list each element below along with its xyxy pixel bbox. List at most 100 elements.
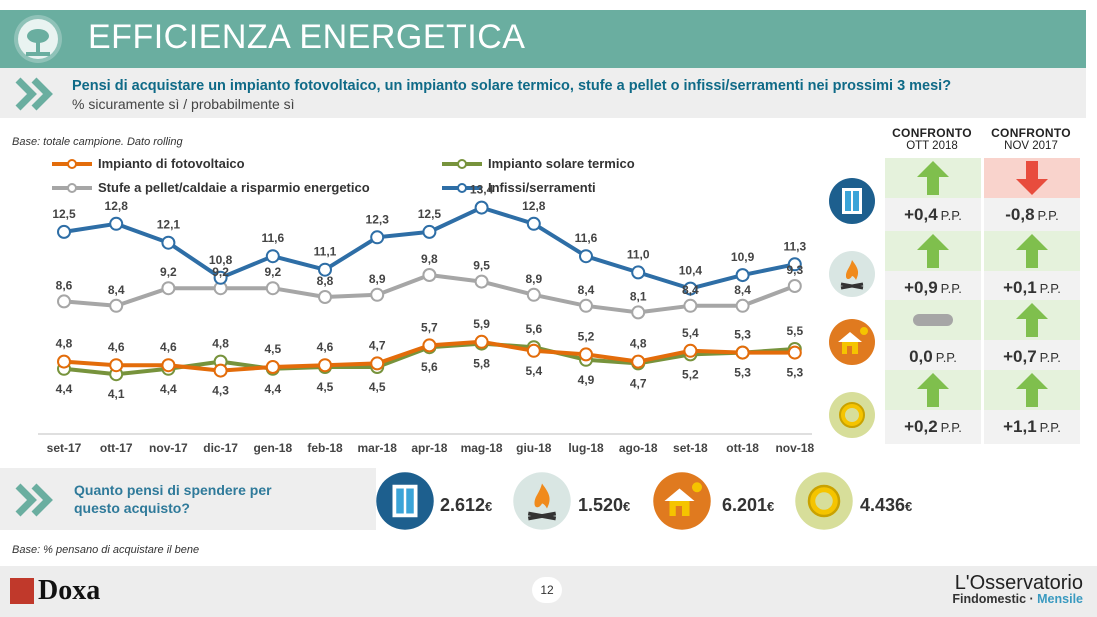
doxa-logo: Doxa <box>10 575 100 607</box>
data-label-infissi: 13,4 <box>470 183 494 197</box>
arrow-up-icon <box>917 373 949 407</box>
legend-item-fotovoltaico: Impianto di fotovoltaico <box>52 156 245 171</box>
data-point <box>787 279 802 293</box>
compare-header-sub: OTT 2018 <box>906 140 958 152</box>
data-point <box>109 358 124 373</box>
compare-unit: P.P. <box>940 281 962 296</box>
spend-value-fotovoltaico: 6.201€ <box>722 495 775 515</box>
data-label-lower: 4,5 <box>317 380 334 394</box>
compare-value-cell: +1,1 P.P. <box>984 410 1080 444</box>
data-label-lower: 4,1 <box>108 387 125 401</box>
data-point <box>265 360 280 374</box>
legend-label: Impianto di fotovoltaico <box>98 156 245 171</box>
compare-value-cell: +0,2 P.P. <box>885 410 981 444</box>
x-tick-label: ago-18 <box>619 441 658 455</box>
compare-value: +0,4 <box>904 205 938 224</box>
compare-header-title: CONFRONTO <box>991 126 1071 140</box>
line-chart: 12,5 8,6 4,8 4,4 set-17 12,8 8,4 4,6 4,1 ott-17 12… <box>38 183 814 455</box>
compare-value-cell: +0,4 P.P. <box>885 198 981 232</box>
data-label-lower: 4,9 <box>578 373 595 387</box>
data-point <box>787 345 802 360</box>
data-label-upper: 4,6 <box>317 340 334 354</box>
data-point <box>422 268 437 282</box>
data-label-infissi: 11,1 <box>314 245 337 259</box>
compare-value: +0,2 <box>904 417 938 436</box>
question-band <box>0 68 1086 118</box>
data-point <box>109 216 124 231</box>
data-label-infissi: 11,6 <box>575 231 598 245</box>
data-label-stufe: 8,4 <box>734 283 751 297</box>
legend-item-infissi: Infissi/serramenti <box>442 180 596 195</box>
data-label-upper: 4,8 <box>630 337 647 351</box>
data-point <box>318 290 332 304</box>
legend-marker-green <box>442 158 482 169</box>
compare-unit: P.P. <box>1039 350 1061 365</box>
data-label-upper: 4,8 <box>212 337 229 351</box>
legend-label: Infissi/serramenti <box>488 180 596 195</box>
solar-cloud-logo-icon <box>14 15 62 63</box>
compare-unit: P.P. <box>940 208 962 223</box>
data-label-upper: 5,6 <box>525 322 542 336</box>
compare-value: +0,7 <box>1003 347 1037 366</box>
data-label-infissi: 12,8 <box>105 199 129 213</box>
legend-label: Impianto solare termico <box>488 156 635 171</box>
spend-value-stufe: 1.520€ <box>578 495 631 515</box>
data-label-infissi: 10,9 <box>731 250 755 264</box>
data-label-lower: 5,4 <box>525 364 542 378</box>
compare-value-cell: -0,8 P.P. <box>984 198 1080 232</box>
data-label-upper: 4,6 <box>160 340 177 354</box>
data-point <box>683 343 698 358</box>
compare-header-title: CONFRONTO <box>892 126 972 140</box>
data-point <box>526 343 541 358</box>
data-label-upper: 5,7 <box>421 320 438 334</box>
spend-value-solare: 4.436€ <box>860 495 913 515</box>
compare-value-cell: +0,7 P.P. <box>984 340 1080 374</box>
window-icon <box>829 178 875 224</box>
data-point <box>579 298 593 313</box>
data-point <box>683 298 698 313</box>
data-point <box>318 358 332 373</box>
data-label-infissi: 10,8 <box>209 253 233 267</box>
data-point <box>631 265 646 280</box>
data-label-stufe: 8,1 <box>630 289 647 303</box>
data-point <box>265 249 280 264</box>
data-label-lower: 4,4 <box>264 382 281 396</box>
solar-house-icon <box>829 319 875 365</box>
data-label-stufe: 8,4 <box>682 283 699 297</box>
compare-value-cell: +0,1 P.P. <box>984 271 1080 305</box>
x-tick-label: set-17 <box>47 441 82 455</box>
legend-marker-gray <box>52 182 92 193</box>
compare-trend-cell <box>885 231 981 271</box>
data-point <box>474 200 489 215</box>
compare-header-nov2017: CONFRONTO NOV 2017 <box>983 126 1079 152</box>
data-label-stufe: 9,8 <box>421 252 438 266</box>
data-label-stufe: 8,4 <box>578 283 595 297</box>
data-point <box>526 287 541 302</box>
x-tick-label: nov-17 <box>149 441 188 455</box>
data-point <box>370 230 385 245</box>
data-label-upper: 5,5 <box>786 324 803 338</box>
data-label-upper: 5,9 <box>473 317 490 331</box>
x-tick-label: gen-18 <box>253 441 292 455</box>
data-point <box>683 281 698 296</box>
compare-trend-cell <box>885 158 981 198</box>
double-chevron-icon <box>15 483 53 517</box>
data-point <box>161 358 176 373</box>
data-label-lower: 4,7 <box>630 376 647 390</box>
arrow-up-icon <box>917 234 949 268</box>
data-point <box>735 268 750 283</box>
data-label-infissi: 11,6 <box>261 231 284 245</box>
data-point <box>579 249 593 264</box>
data-label-stufe: 9,2 <box>212 265 229 279</box>
question-subtext: % sicuramente sì / probabilmente sì <box>72 96 295 112</box>
compare-header-ott2018: CONFRONTO OTT 2018 <box>884 126 980 152</box>
data-point <box>161 281 176 296</box>
data-label-lower: 5,6 <box>421 360 438 374</box>
x-tick-label: mar-18 <box>358 441 398 455</box>
data-label-lower: 4,3 <box>212 384 229 398</box>
osservatorio-logo-sub: Findomestic · Mensile <box>952 592 1083 606</box>
data-label-lower: 4,4 <box>160 382 177 396</box>
data-point <box>109 298 124 313</box>
compare-value-cell: 0,0 P.P. <box>885 340 981 374</box>
data-point <box>57 354 71 369</box>
